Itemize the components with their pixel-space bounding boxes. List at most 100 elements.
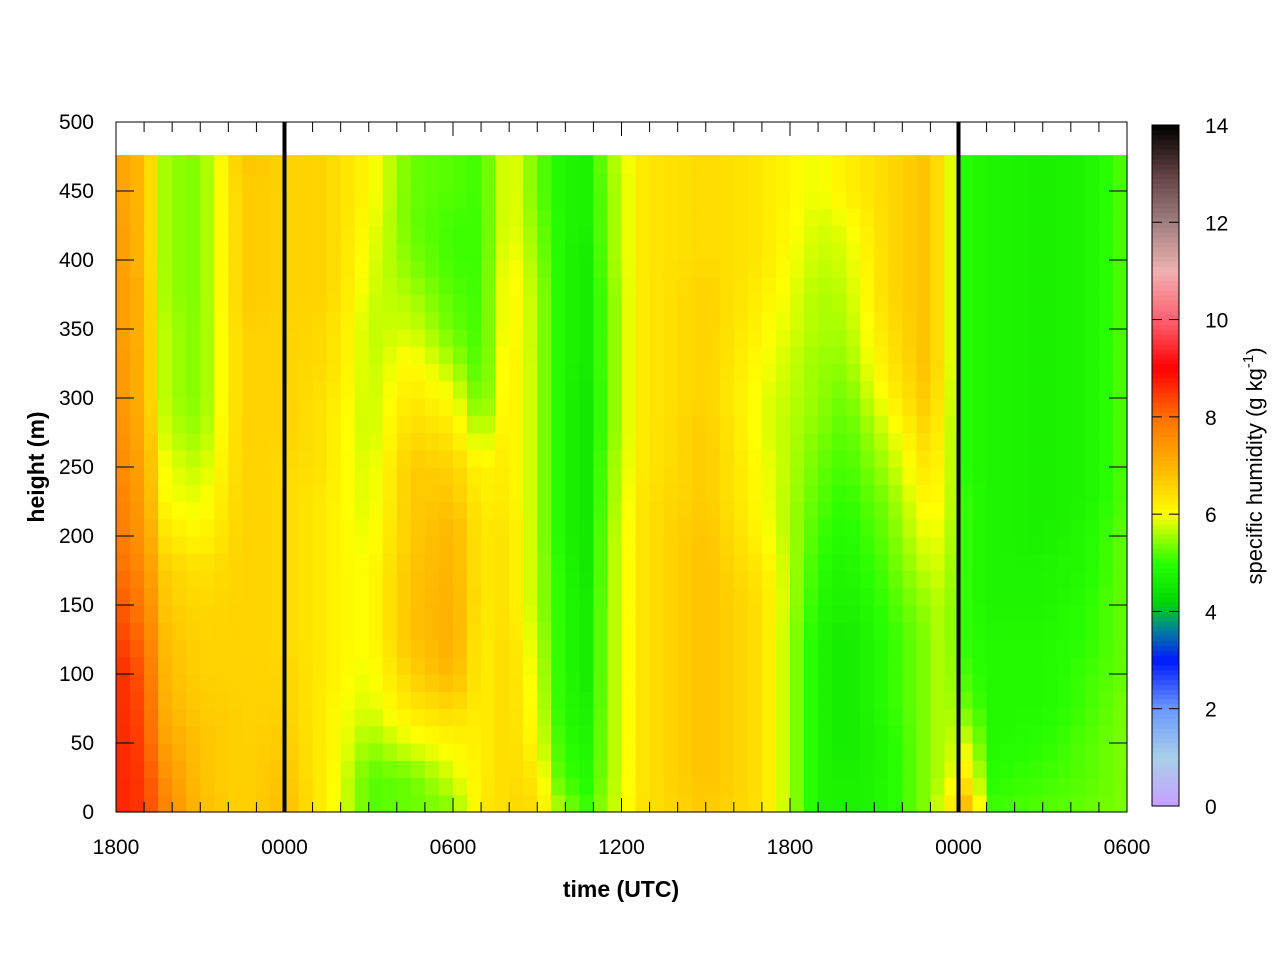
- heatmap-cell: [719, 518, 735, 537]
- heatmap-cell: [804, 363, 819, 382]
- heatmap-cell: [453, 277, 468, 296]
- heatmap-cell: [1070, 501, 1086, 520]
- heatmap-cell: [916, 587, 932, 606]
- heatmap-cell: [116, 242, 131, 261]
- heatmap-cell: [930, 536, 946, 554]
- heatmap-cell: [874, 536, 889, 554]
- heatmap-cell: [635, 777, 651, 796]
- heatmap-cell: [775, 449, 791, 468]
- heatmap-cell: [1084, 794, 1100, 813]
- heatmap-cell: [958, 743, 974, 761]
- heatmap-cell: [116, 794, 131, 813]
- heatmap-cell: [242, 674, 258, 692]
- heatmap-cell: [453, 674, 468, 692]
- heatmap-cell: [396, 484, 412, 503]
- heatmap-cell: [593, 415, 609, 434]
- heatmap-cell: [747, 156, 763, 175]
- heatmap-cell: [523, 501, 538, 520]
- heatmap-cell: [284, 277, 300, 296]
- heatmap-cell: [1070, 208, 1086, 227]
- heatmap-cell: [804, 432, 819, 451]
- heatmap-cell: [410, 536, 426, 554]
- heatmap-cell: [565, 518, 580, 537]
- heatmap-cell: [790, 518, 805, 537]
- heatmap-cell: [424, 208, 440, 227]
- heatmap-cell: [818, 605, 833, 623]
- heatmap-cell: [1112, 311, 1128, 330]
- heatmap-cell: [1056, 743, 1072, 761]
- heatmap-cell: [930, 346, 946, 365]
- heatmap-cell: [396, 708, 412, 727]
- x-tick-label: 0000: [935, 836, 982, 859]
- heatmap-cell: [551, 242, 566, 261]
- heatmap-cell: [298, 155, 314, 158]
- heatmap-cell: [509, 674, 524, 692]
- heatmap-cell: [818, 794, 833, 813]
- heatmap-cell: [1098, 311, 1114, 330]
- heatmap-cell: [719, 415, 735, 434]
- heatmap-cell: [804, 587, 819, 606]
- heatmap-cell: [719, 656, 735, 675]
- heatmap-cell: [930, 794, 946, 813]
- colorbar-segment: [1152, 689, 1179, 695]
- heatmap-cell: [1000, 415, 1016, 434]
- heatmap-cell: [523, 794, 538, 813]
- heatmap-cell: [354, 777, 370, 796]
- heatmap-cell: [902, 553, 917, 572]
- heatmap-cell: [986, 432, 1002, 451]
- heatmap-cell: [354, 415, 370, 434]
- heatmap-cell: [1028, 553, 1044, 572]
- heatmap-cell: [368, 691, 384, 710]
- heatmap-cell: [340, 674, 356, 692]
- heatmap-cell: [944, 794, 960, 813]
- heatmap-cell: [902, 777, 917, 796]
- heatmap-cell: [186, 449, 201, 468]
- heatmap-cell: [804, 242, 819, 261]
- colorbar-segment: [1152, 694, 1179, 700]
- heatmap-cell: [677, 536, 693, 554]
- heatmap-cell: [256, 501, 272, 520]
- heatmap-cell: [1014, 380, 1030, 399]
- colorbar-segment: [1152, 416, 1179, 423]
- heatmap-cell: [649, 760, 665, 779]
- heatmap-cell: [172, 605, 187, 623]
- heatmap-cell: [986, 553, 1002, 572]
- heatmap-cell: [228, 380, 243, 399]
- heatmap-cell: [579, 155, 595, 158]
- heatmap-cell: [775, 518, 791, 537]
- heatmap-cell: [130, 691, 145, 710]
- heatmap-cell: [747, 398, 763, 416]
- heatmap-cell: [874, 311, 889, 330]
- heatmap-cell: [1042, 225, 1058, 244]
- heatmap-cell: [1070, 363, 1086, 382]
- heatmap-cell: [1056, 225, 1072, 244]
- heatmap-cell: [1112, 329, 1128, 347]
- heatmap-cell: [691, 518, 707, 537]
- heatmap-cell: [228, 242, 243, 261]
- heatmap-cell: [790, 311, 805, 330]
- heatmap-cell: [1028, 156, 1044, 175]
- heatmap-cell: [607, 156, 623, 175]
- heatmap-cell: [691, 242, 707, 261]
- colorbar-segment: [1152, 572, 1179, 578]
- heatmap-cell: [747, 449, 763, 468]
- heatmap-cell: [172, 432, 187, 451]
- heatmap-cell: [677, 156, 693, 175]
- heatmap-cell: [453, 225, 468, 244]
- heatmap-cell: [579, 311, 595, 330]
- heatmap-cell: [453, 449, 468, 468]
- colorbar-segment: [1152, 489, 1179, 496]
- heatmap-cell: [424, 155, 440, 158]
- heatmap-cell: [804, 501, 819, 520]
- heatmap-cell: [214, 398, 229, 416]
- heatmap-cell: [144, 570, 159, 589]
- heatmap-cell: [1028, 260, 1044, 278]
- colorbar-segment: [1152, 431, 1179, 437]
- heatmap-cell: [565, 432, 580, 451]
- heatmap-cell: [340, 777, 356, 796]
- heatmap-cell: [228, 225, 243, 244]
- heatmap-cell: [1084, 536, 1100, 554]
- heatmap-cell: [930, 156, 946, 175]
- heatmap-cell: [832, 380, 847, 399]
- heatmap-cell: [621, 674, 637, 692]
